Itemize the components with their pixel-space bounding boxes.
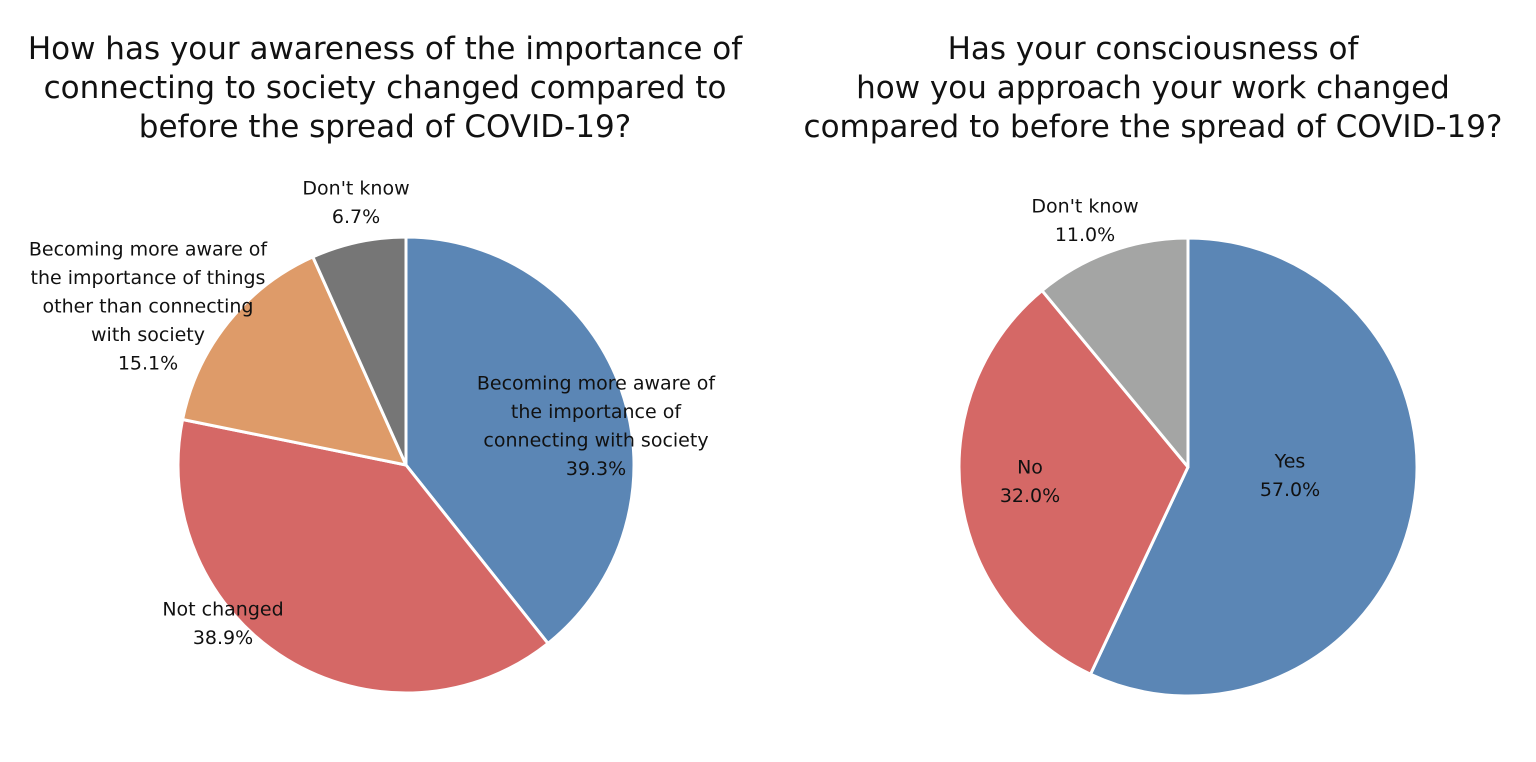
slice-value-label: 38.9%: [193, 627, 253, 649]
pie-slice-becoming-more-aware-of-the-importance-of-things-other-than-connecting-with-society: [181, 255, 408, 467]
chart-title-line: before the spread of COVID-19?: [138, 109, 632, 145]
slice-category-label: Yes: [1274, 451, 1306, 473]
slice-label-don-t-know: Don't know 6.7%: [302, 178, 409, 229]
pie-slice-no: [957, 289, 1190, 676]
slice-category-label: Don't know: [302, 178, 409, 200]
chart-title-line: how you approach your work changed: [856, 70, 1450, 106]
slice-label-becoming-more-aware-of-the-importance-of-things-other-than-connecting-with-society: Becoming more aware of the importance of …: [29, 239, 269, 375]
pie-slice-yes: [1089, 236, 1419, 698]
pie-slices: [176, 235, 636, 695]
slice-category-label: other than connecting: [43, 296, 254, 318]
slice-value-label: 39.3%: [566, 458, 626, 480]
slice-value-label: 32.0%: [1000, 485, 1060, 507]
chart-title-line: compared to before the spread of COVID-1…: [803, 109, 1503, 145]
slice-category-label: the importance of: [511, 401, 682, 423]
slice-category-label: Not changed: [162, 599, 283, 621]
chart-title-line: Has your consciousness of: [947, 31, 1359, 67]
slice-value-label: 15.1%: [118, 353, 178, 375]
slice-label-becoming-more-aware-of-the-importance-of-connecting-with-society: Becoming more aware of the importance of c…: [477, 373, 717, 481]
pie-slice-not-changed: [176, 417, 550, 695]
slice-category-label: Becoming more aware of: [477, 373, 717, 395]
pie-plot: Yes 57.0% No 32.0% Don't know 11.0%: [957, 196, 1419, 698]
slice-value-label: 57.0%: [1260, 479, 1320, 501]
pie-chart-social-awareness: How has your awareness of the importance…: [0, 30, 770, 695]
slice-label-don-t-know: Don't know 11.0%: [1031, 196, 1138, 247]
pie-slice-becoming-more-aware-of-the-importance-of-connecting-with-society: [404, 235, 636, 645]
slice-value-label: 6.7%: [332, 206, 380, 228]
chart-title-line: How has your awareness of the importance…: [27, 31, 743, 67]
pie-slice-don-t-know: [311, 235, 408, 467]
slice-category-label: No: [1017, 457, 1043, 479]
pie-chart-work-consciousness: Has your consciousness of how you approa…: [770, 0, 1536, 762]
slice-label-no: No 32.0%: [1000, 457, 1060, 508]
pie-plot: Becoming more aware of the importance of c…: [29, 178, 717, 695]
chart-title: How has your awareness of the importance…: [0, 30, 770, 147]
chart-title-line: connecting to society changed compared t…: [43, 70, 727, 106]
slice-category-label: Becoming more aware of: [29, 239, 269, 261]
slice-label-yes: Yes 57.0%: [1260, 451, 1320, 502]
slice-category-label: the importance of things: [31, 267, 266, 289]
slice-category-label: with society: [91, 324, 205, 346]
pie-slice-don-t-know: [1040, 236, 1190, 469]
pie-slices: [957, 236, 1419, 698]
slice-label-not-changed: Not changed 38.9%: [162, 599, 283, 650]
slice-category-label: connecting with society: [483, 430, 708, 452]
chart-title: Has your consciousness of how you approa…: [770, 30, 1536, 147]
slice-category-label: Don't know: [1031, 196, 1138, 218]
slice-value-label: 11.0%: [1055, 224, 1115, 246]
